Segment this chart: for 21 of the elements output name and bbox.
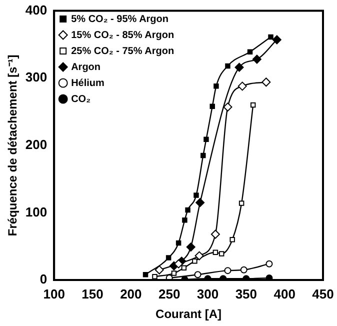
- legend-label: CO₂: [71, 94, 91, 105]
- x-tick-label: 350: [235, 286, 258, 302]
- legend-label: 25% CO₂ - 75% Argon: [71, 46, 174, 57]
- x-tick-label: 450: [312, 286, 334, 302]
- y-tick-label: 400: [25, 2, 48, 18]
- legend-label: Argon: [71, 62, 101, 73]
- y-tick-label: 0: [40, 272, 48, 287]
- legend-label: 5% CO₂ - 95% Argon: [71, 14, 169, 25]
- x-tick-label: 150: [82, 286, 104, 302]
- legend-label: Hélium: [71, 78, 105, 89]
- y-tick-label: 100: [25, 204, 48, 220]
- y-axis-title: Fréquence de détachement [s⁻¹]: [6, 54, 20, 236]
- y-tick-label: 300: [25, 70, 48, 85]
- x-tick-label: 300: [196, 286, 219, 302]
- x-tick-label: 250: [158, 286, 180, 302]
- legend-label: 15% CO₂ - 85% Argon: [71, 30, 174, 41]
- x-tick-label: 400: [274, 286, 296, 302]
- x-axis-title: Courant [A]: [156, 307, 222, 322]
- x-tick-label: 200: [120, 286, 142, 302]
- x-tick-label: 100: [43, 286, 65, 302]
- y-tick-label: 200: [25, 136, 48, 152]
